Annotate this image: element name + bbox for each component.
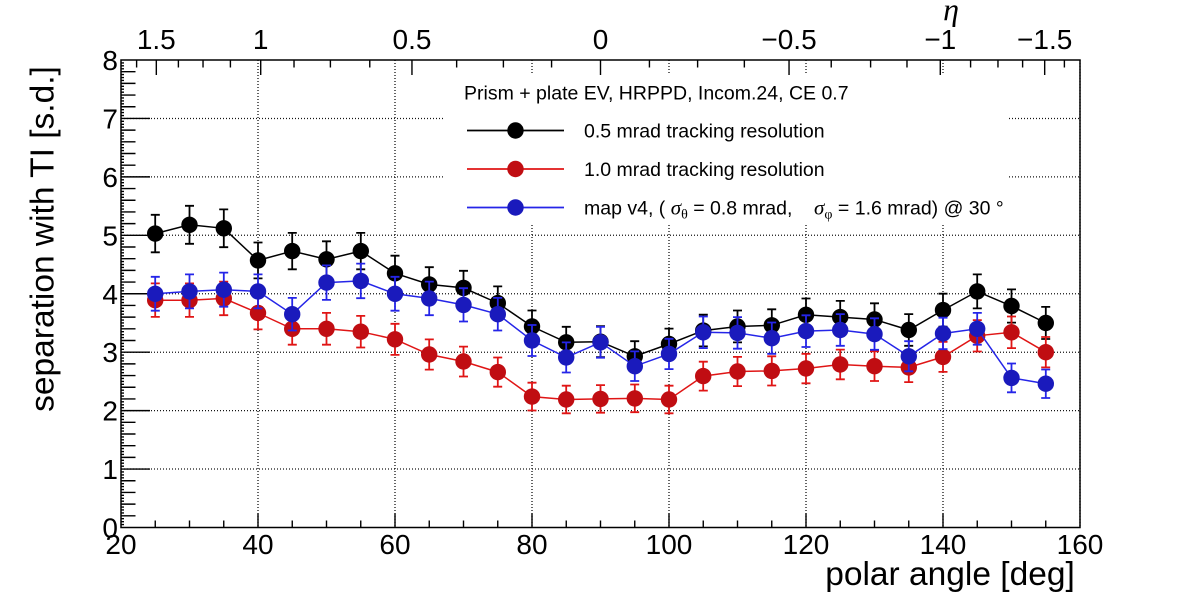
svg-text:−1: −1 (924, 24, 956, 55)
svg-text:7: 7 (102, 103, 118, 134)
svg-text:2: 2 (102, 396, 118, 427)
svg-text:1.0 mrad tracking resolution: 1.0 mrad tracking resolution (584, 159, 825, 181)
svg-text:separation with TI [s.d.]: separation with TI [s.d.] (25, 66, 62, 412)
svg-text:map v4, ( σθ = 0.8 mrad, σφ: map v4, ( σθ = 0.8 mrad, σφ = 1.6 mrad) … (584, 196, 1004, 223)
svg-text:1: 1 (102, 454, 118, 485)
svg-text:160: 160 (1057, 529, 1104, 560)
svg-text:3: 3 (102, 337, 118, 368)
svg-text:1: 1 (253, 24, 269, 55)
svg-text:polar angle [deg]: polar angle [deg] (825, 556, 1075, 593)
svg-text:5: 5 (102, 220, 118, 251)
svg-text:η: η (943, 0, 959, 27)
svg-text:0.5 mrad tracking resolution: 0.5 mrad tracking resolution (584, 121, 825, 143)
svg-text:0: 0 (593, 24, 609, 55)
svg-text:1.5: 1.5 (137, 24, 176, 55)
svg-text:4: 4 (102, 279, 118, 310)
svg-text:−0.5: −0.5 (761, 24, 816, 55)
svg-text:6: 6 (102, 162, 118, 193)
svg-text:Prism + plate EV, HRPPD, Incom: Prism + plate EV, HRPPD, Incom.24, CE 0.… (464, 83, 849, 105)
svg-text:140: 140 (920, 529, 967, 560)
svg-text:40: 40 (242, 529, 273, 560)
svg-text:60: 60 (379, 529, 410, 560)
svg-text:−1.5: −1.5 (1017, 24, 1072, 55)
svg-text:80: 80 (516, 529, 547, 560)
svg-text:20: 20 (105, 529, 136, 560)
svg-text:0: 0 (102, 513, 118, 544)
svg-text:0.5: 0.5 (393, 24, 432, 55)
svg-text:100: 100 (646, 529, 693, 560)
svg-text:120: 120 (783, 529, 830, 560)
svg-text:8: 8 (102, 45, 118, 76)
